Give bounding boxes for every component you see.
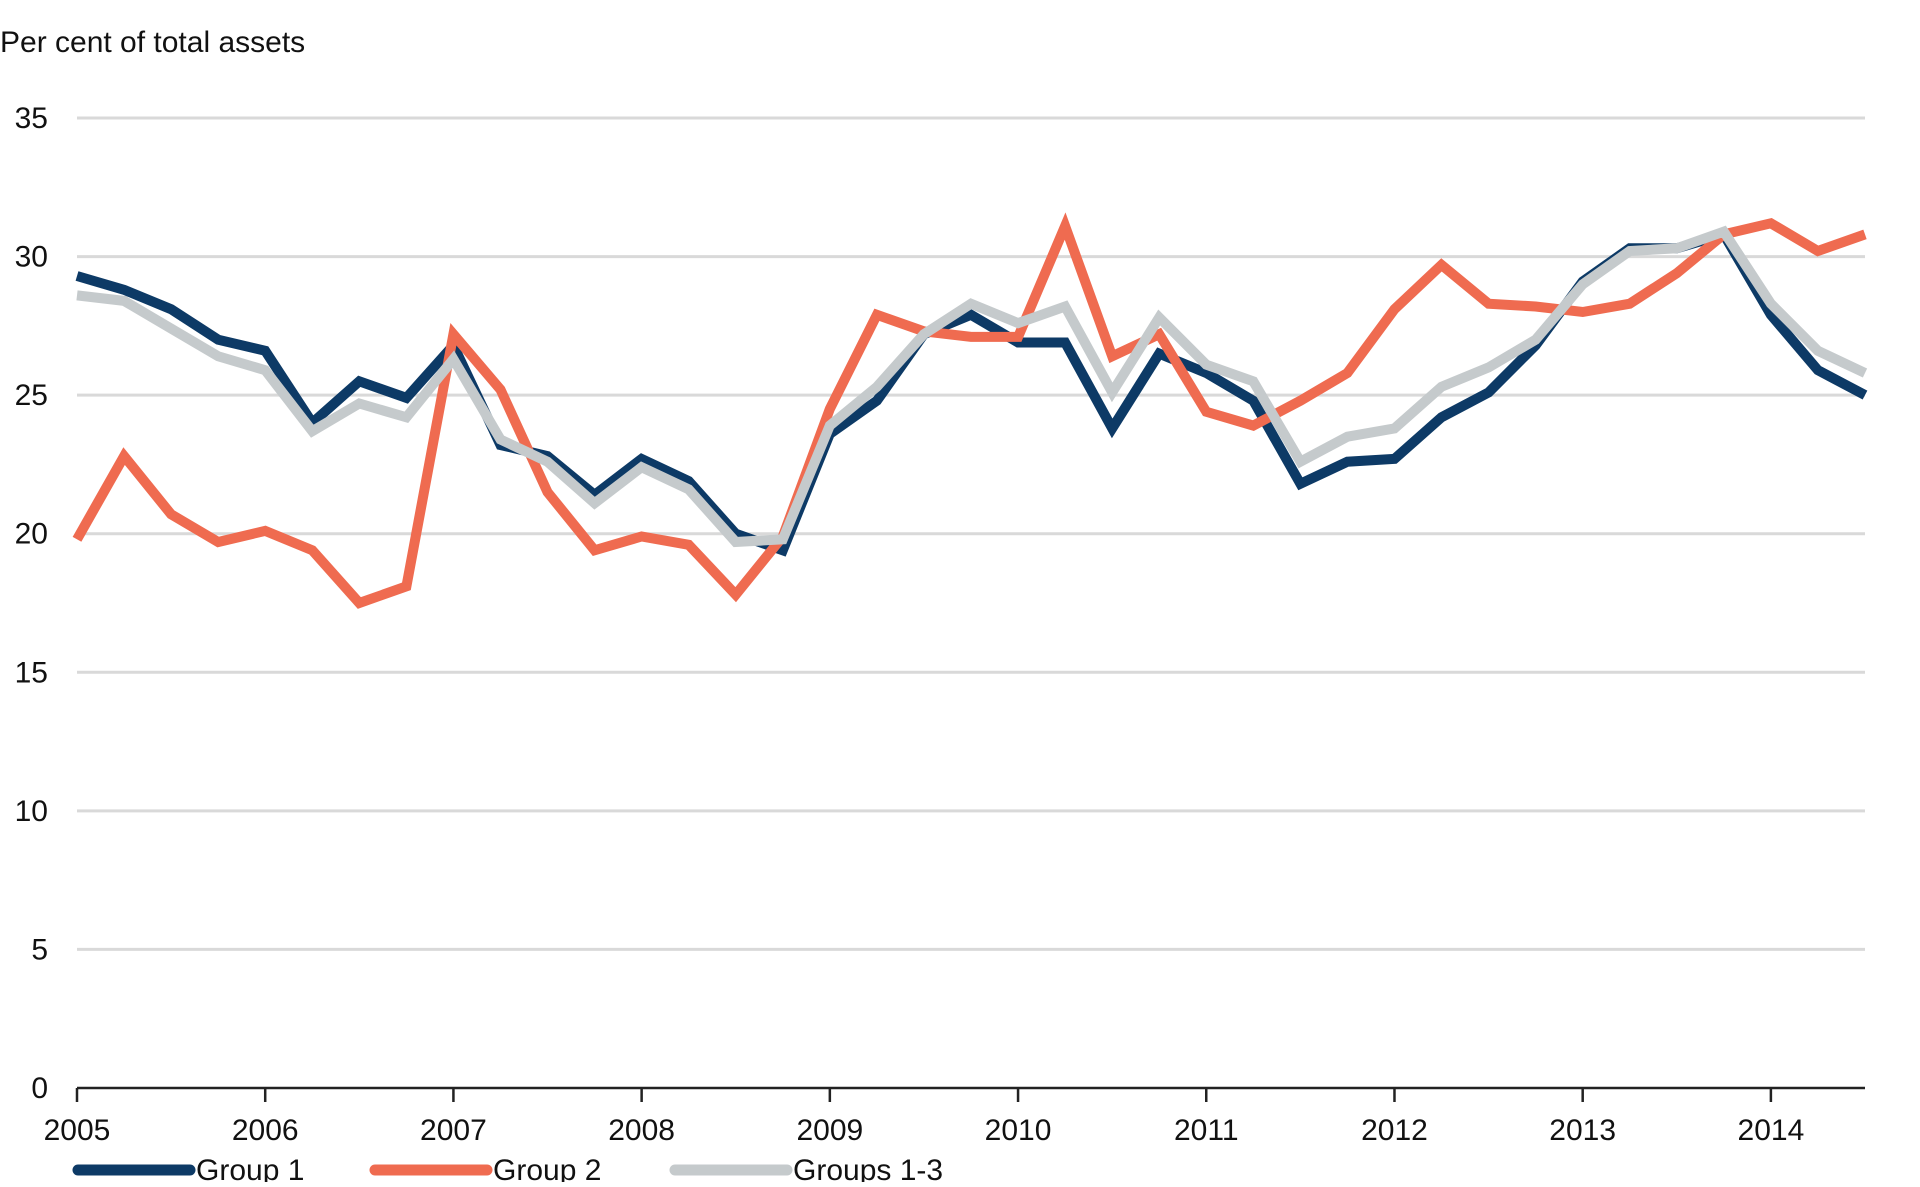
y-tick-label: 35	[15, 102, 48, 135]
x-tick-label: 2012	[1361, 1114, 1428, 1147]
y-tick-label: 0	[31, 1072, 48, 1105]
x-tick-label: 2006	[232, 1114, 299, 1147]
x-axis: 2005 2006 2007 2008 2009 2010 2011 2012 2013 2014	[44, 1086, 1865, 1147]
y-axis-label: Per cent of total assets	[0, 26, 305, 59]
y-tick-label: 15	[15, 656, 48, 689]
y-tick-label: 20	[15, 518, 48, 551]
x-tick-label: 2011	[1174, 1114, 1239, 1147]
series-lines	[72, 212, 1868, 609]
y-tick-label: 10	[15, 795, 48, 828]
x-tick-label: 2010	[985, 1114, 1052, 1147]
x-tick-label: 2007	[420, 1114, 487, 1147]
x-tick-label: 2008	[608, 1114, 675, 1147]
x-tick-label: 2014	[1738, 1114, 1805, 1147]
x-tick-label: 2005	[44, 1114, 111, 1147]
series-line-3	[76, 225, 1868, 548]
y-tick-label: 25	[15, 379, 48, 412]
y-tick-label: 30	[15, 241, 48, 274]
y-axis-ticks: 0 5 10 15 20 25 30 35	[15, 102, 48, 1105]
y-tick-label: 5	[31, 933, 48, 966]
x-tick-label: 2013	[1549, 1114, 1616, 1147]
legend-label: Groups 1-3	[793, 1154, 943, 1182]
legend-label: Group 1	[196, 1154, 304, 1182]
legend-label: Group 2	[493, 1154, 601, 1182]
legend: Group 1 Group 2 Groups 1-3	[72, 1154, 943, 1187]
x-tick-label: 2009	[796, 1114, 863, 1147]
series-line-1	[75, 228, 1868, 557]
gridlines	[77, 116, 1865, 951]
